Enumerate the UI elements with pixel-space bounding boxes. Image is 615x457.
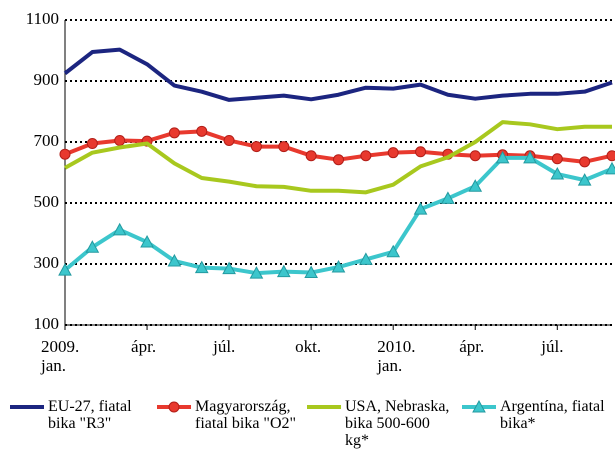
marker <box>606 150 615 162</box>
marker <box>415 146 427 158</box>
marker <box>305 150 317 162</box>
series-line <box>64 120 612 195</box>
marker <box>112 222 127 236</box>
legend-label: Argentína, fiatal bika* <box>500 398 605 432</box>
marker <box>331 260 346 273</box>
marker <box>249 266 264 279</box>
marker <box>550 166 565 180</box>
legend-swatch <box>157 401 191 413</box>
legend-swatch <box>10 405 44 409</box>
y-tick-label: 700 <box>34 131 60 150</box>
marker <box>168 401 180 413</box>
y-tick-label: 100 <box>34 314 60 333</box>
y-tick-label: 500 <box>34 192 60 211</box>
series-line <box>63 47 613 102</box>
marker <box>194 260 209 274</box>
marker <box>523 150 537 164</box>
marker <box>223 134 235 146</box>
legend-swatch <box>462 400 496 413</box>
marker <box>360 150 372 162</box>
marker <box>85 240 100 253</box>
x-tick-label: 2009. jan. <box>41 337 80 375</box>
y-tick-label: 1100 <box>26 9 59 28</box>
marker <box>441 191 455 204</box>
marker <box>577 173 592 186</box>
marker <box>140 234 154 248</box>
marker <box>469 150 481 162</box>
x-tick-label: ápr. <box>131 337 157 356</box>
x-tick-label: 2010. jan. <box>377 337 416 375</box>
legend-label: USA, Nebraska, bika 500-600 kg* <box>345 398 450 449</box>
marker <box>359 252 373 265</box>
marker <box>579 156 591 168</box>
marker <box>278 141 290 153</box>
marker <box>58 263 72 276</box>
marker <box>167 253 182 267</box>
marker <box>333 154 344 166</box>
marker <box>387 147 399 159</box>
marker <box>605 161 615 175</box>
marker <box>114 134 126 146</box>
marker <box>222 261 236 275</box>
marker <box>551 153 563 165</box>
marker <box>196 125 208 137</box>
x-tick-label: júl. <box>213 337 236 356</box>
marker <box>468 179 483 192</box>
marker <box>86 138 98 150</box>
legend-swatch <box>307 405 341 409</box>
legend-label: Magyarország, fiatal bika "O2" <box>195 398 297 432</box>
marker <box>250 141 262 153</box>
marker <box>59 148 71 160</box>
marker <box>168 127 180 139</box>
y-tick-label: 900 <box>34 70 60 89</box>
marker <box>304 265 318 279</box>
y-tick-label: 300 <box>34 253 60 272</box>
legend-label: EU-27, fiatal bika "R3" <box>48 398 132 432</box>
x-tick-label: okt. <box>295 337 322 356</box>
marker <box>495 150 510 164</box>
x-tick-label: júl. <box>541 337 564 356</box>
marker <box>472 400 486 413</box>
marker <box>386 244 401 258</box>
marker <box>413 202 428 215</box>
x-tick-label: ápr. <box>459 337 485 356</box>
marker <box>276 264 291 278</box>
series-line <box>63 155 613 276</box>
